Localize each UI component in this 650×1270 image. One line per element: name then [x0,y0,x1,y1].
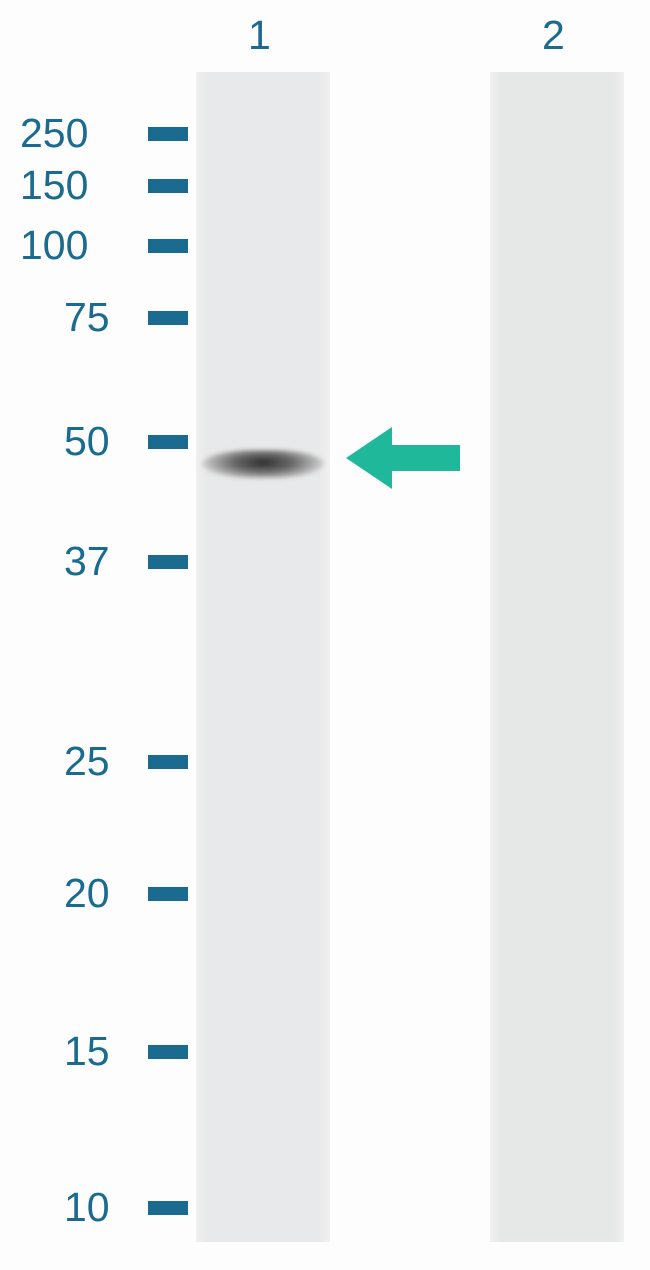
marker-tick-20 [148,887,188,901]
marker-tick-50 [148,435,188,449]
marker-label-37: 37 [64,538,110,585]
marker-tick-37 [148,555,188,569]
marker-label-150: 150 [20,162,88,209]
marker-label-25: 25 [64,738,110,785]
marker-label-250: 250 [20,110,88,157]
marker-label-50: 50 [64,418,110,465]
marker-label-10: 10 [64,1184,110,1231]
marker-label-100: 100 [20,222,88,269]
lane-1-label: 1 [248,12,271,59]
lane-2-label: 2 [542,12,565,59]
lane-2 [490,72,624,1242]
protein-band [202,450,324,478]
arrow-head-icon [346,427,392,489]
marker-label-75: 75 [64,294,110,341]
blot-container: 1 2 250 150 100 75 50 37 25 20 15 10 [0,0,650,1270]
arrow-stem [392,445,460,471]
marker-tick-10 [148,1201,188,1215]
marker-tick-15 [148,1045,188,1059]
marker-tick-100 [148,239,188,253]
marker-tick-150 [148,179,188,193]
lane-1 [196,72,330,1242]
marker-tick-25 [148,755,188,769]
marker-tick-250 [148,127,188,141]
marker-tick-75 [148,311,188,325]
marker-label-20: 20 [64,870,110,917]
marker-label-15: 15 [64,1028,110,1075]
